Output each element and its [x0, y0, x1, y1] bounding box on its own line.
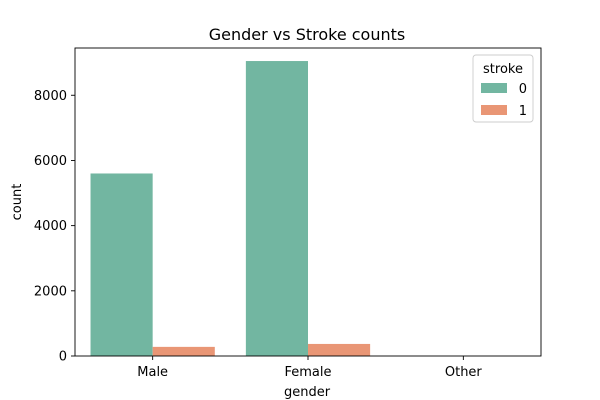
x-axis: Male Female Other [137, 356, 482, 380]
x-axis-label: gender [284, 385, 331, 400]
legend-items: 01 [481, 82, 527, 119]
x-tick-label: Male [137, 365, 168, 380]
legend-label-0: 0 [519, 82, 527, 97]
bar-female-stroke-0 [245, 61, 308, 356]
bar-female-stroke-1 [308, 343, 371, 356]
legend-title: stroke [483, 62, 523, 77]
x-tick-label: Other [445, 365, 483, 380]
bar-male-stroke-0 [90, 173, 153, 356]
bars-group [90, 61, 464, 356]
bar-male-stroke-1 [152, 346, 215, 356]
y-axis-label: count [10, 184, 25, 221]
y-axis: 0 2000 4000 6000 8000 [34, 89, 75, 365]
legend-swatch-0 [481, 83, 507, 93]
y-tick-label: 8000 [34, 89, 67, 104]
x-tick-label: Female [284, 365, 331, 380]
y-tick-label: 2000 [34, 284, 67, 299]
y-tick-label: 4000 [34, 219, 67, 234]
y-tick-label: 6000 [34, 154, 67, 169]
chart-title: Gender vs Stroke counts [209, 25, 405, 44]
legend-swatch-1 [481, 105, 507, 115]
y-tick-label: 0 [59, 350, 67, 365]
legend-label-1: 1 [519, 104, 527, 119]
legend: stroke 01 [472, 54, 534, 123]
